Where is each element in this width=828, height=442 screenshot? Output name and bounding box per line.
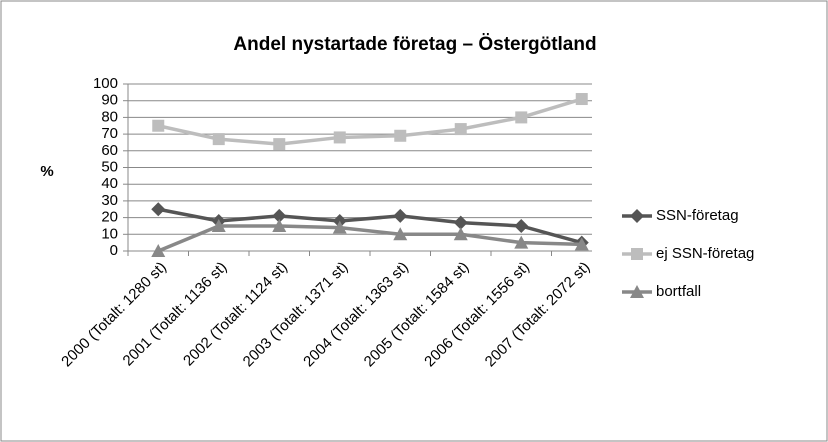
y-tick-label: 20 [101, 209, 118, 226]
marker [272, 218, 287, 232]
y-tick-label: 30 [101, 192, 118, 209]
marker [454, 123, 467, 136]
marker [453, 227, 468, 241]
marker [574, 237, 589, 251]
y-tick-label: 70 [101, 125, 118, 142]
series-line [157, 224, 582, 253]
y-tick-label: 90 [101, 92, 118, 109]
y-tick-label: 10 [101, 225, 118, 242]
marker [152, 119, 165, 132]
marker [151, 244, 166, 257]
y-tick-label: 60 [101, 142, 118, 159]
marker [514, 235, 529, 249]
marker [575, 93, 588, 106]
marker [151, 202, 166, 217]
legend-label: ej SSN-företag [656, 245, 754, 262]
marker [630, 285, 644, 298]
marker [394, 129, 407, 142]
y-tick-label: 100 [93, 75, 118, 92]
marker [393, 227, 408, 241]
marker [631, 248, 643, 260]
y-axis-label: % [40, 163, 53, 180]
series-line [157, 97, 583, 146]
series-line [157, 207, 583, 245]
marker [212, 133, 225, 146]
marker [453, 215, 468, 230]
marker [630, 209, 644, 223]
marker [272, 208, 287, 223]
y-tick-label: 40 [101, 175, 118, 192]
marker [514, 218, 529, 233]
marker [515, 111, 528, 124]
legend-label: bortfall [656, 283, 701, 300]
marker [333, 131, 346, 144]
marker [273, 138, 286, 151]
marker [211, 218, 226, 232]
legend-label: SSN-företag [656, 207, 739, 224]
chart-title: Andel nystartade företag – Östergötland [233, 34, 596, 55]
marker [332, 220, 347, 234]
marker [393, 208, 408, 223]
y-tick-label: 50 [101, 158, 118, 175]
y-tick-label: 80 [101, 108, 118, 125]
y-tick-label: 0 [110, 242, 118, 259]
